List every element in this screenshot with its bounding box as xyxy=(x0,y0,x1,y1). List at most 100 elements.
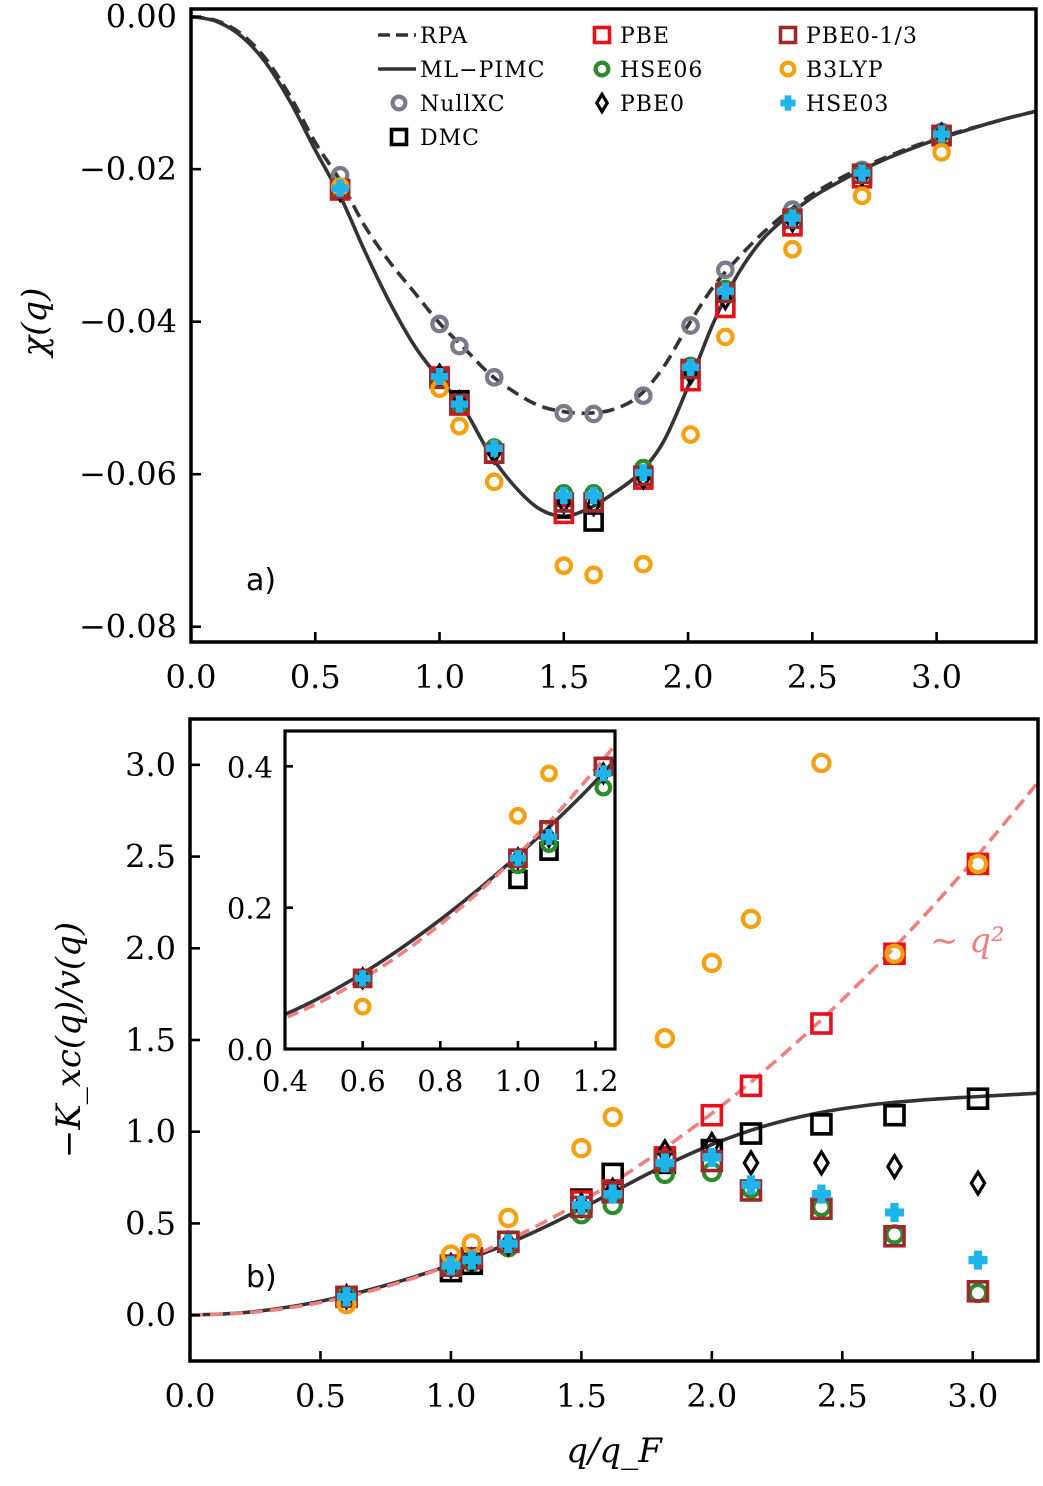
panel-a-point-hse03 xyxy=(430,368,449,386)
panel-b-ytick-label: 2.0 xyxy=(125,929,176,967)
panel-a-ylabel: χ(q) xyxy=(15,288,55,359)
panel-b-tag: b) xyxy=(246,1260,277,1295)
panel-a-point-hse03 xyxy=(853,164,871,182)
legend-item-pbe-swatch xyxy=(592,25,612,45)
panel-a-point-nullxc xyxy=(450,336,469,356)
legend-item-b3lyp-swatch xyxy=(779,60,797,78)
panel-a-xtick-label: 2.5 xyxy=(787,658,838,696)
inset-xtick-label: 1.2 xyxy=(573,1064,619,1098)
panel-a-point-b3lyp xyxy=(716,327,735,347)
panel-b-point-pbe xyxy=(739,1074,763,1098)
legend-item-pbe0-swatch xyxy=(594,91,610,115)
inset-point-hse03 xyxy=(595,765,612,782)
panel-b-point-hse03 xyxy=(462,1250,482,1270)
panel-b-point-pbe0 xyxy=(742,1148,760,1177)
panel-b-point-pbe0 xyxy=(969,1169,987,1198)
inset-xtick-label: 0.6 xyxy=(340,1064,386,1098)
panel-b-point-b3lyp xyxy=(701,952,723,974)
panel-b-ytick-label: 0.5 xyxy=(125,1204,176,1242)
panel-b-point-b3lyp xyxy=(571,1138,592,1159)
fit-annotation: ∼ q² xyxy=(930,921,1005,961)
panel-b-xtick-label: 2.0 xyxy=(686,1377,737,1415)
panel-b-point-dmc xyxy=(739,1122,763,1145)
legend-item-hse03-label: HSE03 xyxy=(806,92,889,117)
panel-a-point-hse03 xyxy=(783,209,802,227)
panel-a-point-hse03 xyxy=(331,179,349,197)
panel-a-point-nullxc xyxy=(584,404,603,424)
panel-b-point-b3lyp xyxy=(884,943,905,964)
panel-a-ytick-label: −0.04 xyxy=(79,303,177,341)
panel-b-point-dmc xyxy=(810,1113,833,1136)
panel-b-xtick-label: 0.0 xyxy=(165,1377,216,1415)
panel-b-point-b3lyp xyxy=(654,1027,676,1049)
legend-item-hse03-swatch xyxy=(780,95,796,111)
panel-a-point-b3lyp xyxy=(554,556,574,576)
panel-a-point-b3lyp xyxy=(584,565,603,585)
legend-item-pbe0-1-3-label: PBE0-1/3 xyxy=(806,24,918,49)
legend-item-b3lyp-label: B3LYP xyxy=(806,58,884,83)
panel-b-ytick-label: 2.5 xyxy=(125,838,176,876)
panel-a-point-hse03 xyxy=(716,282,734,300)
panel-b-point-hse03 xyxy=(498,1234,518,1254)
panel-b-xtick-label: 1.0 xyxy=(425,1377,476,1415)
panel-a-point-nullxc xyxy=(716,260,735,280)
panel-b-point-hse03 xyxy=(441,1256,461,1276)
panel-a-xtick-label: 0.5 xyxy=(290,658,341,696)
panel-a-line-ml-pimc xyxy=(191,14,1036,518)
panel-b-xtick-label: 0.5 xyxy=(295,1377,346,1415)
panel-a-ytick-label: −0.08 xyxy=(79,608,177,646)
panel-a-point-nullxc xyxy=(554,403,574,423)
panel-a-point-pbe0 xyxy=(585,491,602,518)
panel-a-xtick-label: 3.0 xyxy=(911,658,962,696)
legend-item-rpa-label: RPA xyxy=(420,24,468,49)
panel-b-ytick-label: 1.5 xyxy=(125,1021,176,1059)
legend-item-dmc-label: DMC xyxy=(420,126,480,151)
legend-item-pbe0-label: PBE0 xyxy=(620,92,685,117)
panel-b-point-hse03 xyxy=(571,1195,591,1215)
panel-b-ytick-label: 1.0 xyxy=(125,1113,176,1151)
panel-b-ytick-label: 3.0 xyxy=(125,746,176,784)
legend-item-pbe0-1-3-swatch xyxy=(778,25,798,45)
panel-b-point-hse03 xyxy=(655,1153,675,1173)
panel-b-xtick-label: 1.5 xyxy=(556,1377,607,1415)
legend-item-pbe-label: PBE xyxy=(620,24,670,49)
inset-ytick-label: 0.4 xyxy=(227,750,273,784)
panel-b-point-b3lyp xyxy=(811,752,832,774)
panel-a-xtick-label: 2.0 xyxy=(663,658,714,696)
panel-a-point-b3lyp xyxy=(484,472,504,492)
panel-a-point-hse03 xyxy=(555,486,573,505)
panel-b-point-b3lyp xyxy=(740,908,762,930)
panel-a-point-b3lyp xyxy=(852,186,872,206)
legend: RPA ML−PIMC NullXC DMC PBE HSE06 PBE0 PBE0-1/3 B… xyxy=(378,24,918,151)
panel-a-point-b3lyp xyxy=(681,425,700,444)
panel-b-plot-area xyxy=(190,752,1038,1317)
panel-a-xtick-label: 1.5 xyxy=(538,658,589,696)
panel-a-point-nullxc xyxy=(681,316,700,335)
panel-a-point-b3lyp xyxy=(450,416,469,436)
panel-a-line-rpa xyxy=(191,14,1036,416)
panel-b-point-hse06 xyxy=(967,1282,989,1304)
panel-b-ylabel: −K_xc(q)/v(q) xyxy=(49,922,89,1158)
panel-a-point-hse03 xyxy=(450,395,468,413)
panel-b-point-pbe0-1-3 xyxy=(883,1224,906,1248)
inset-point-b3lyp xyxy=(353,997,372,1016)
panel-a-frame xyxy=(189,7,1038,644)
legend-item-nullxc-label: NullXC xyxy=(420,92,506,117)
inset-point-hse03 xyxy=(509,850,527,867)
legend-item-hse06-swatch xyxy=(593,60,611,78)
panel-b-xtick-label: 2.5 xyxy=(817,1377,868,1415)
legend-item-ml-pimc-label: ML−PIMC xyxy=(420,58,545,83)
inset-background xyxy=(285,731,615,1049)
panel-a-ytick-label: −0.06 xyxy=(79,455,177,493)
inset-point-hse03 xyxy=(540,828,558,846)
panel-a-ytick-label: −0.02 xyxy=(79,150,177,188)
panel-b-xlabel: q/q_F xyxy=(566,1431,663,1471)
inset-xtick-label: 1.0 xyxy=(495,1064,541,1098)
panel-a-point-b3lyp xyxy=(633,554,653,574)
panel-b-point-pbe0-1-3 xyxy=(966,1279,990,1303)
inset-point-b3lyp xyxy=(509,806,527,825)
panel-b-point-pbe xyxy=(810,1012,833,1035)
inset-ytick-label: 0.0 xyxy=(227,1033,273,1067)
panel-b-point-hse03 xyxy=(811,1184,831,1204)
panel-a-point-nullxc xyxy=(484,368,504,387)
